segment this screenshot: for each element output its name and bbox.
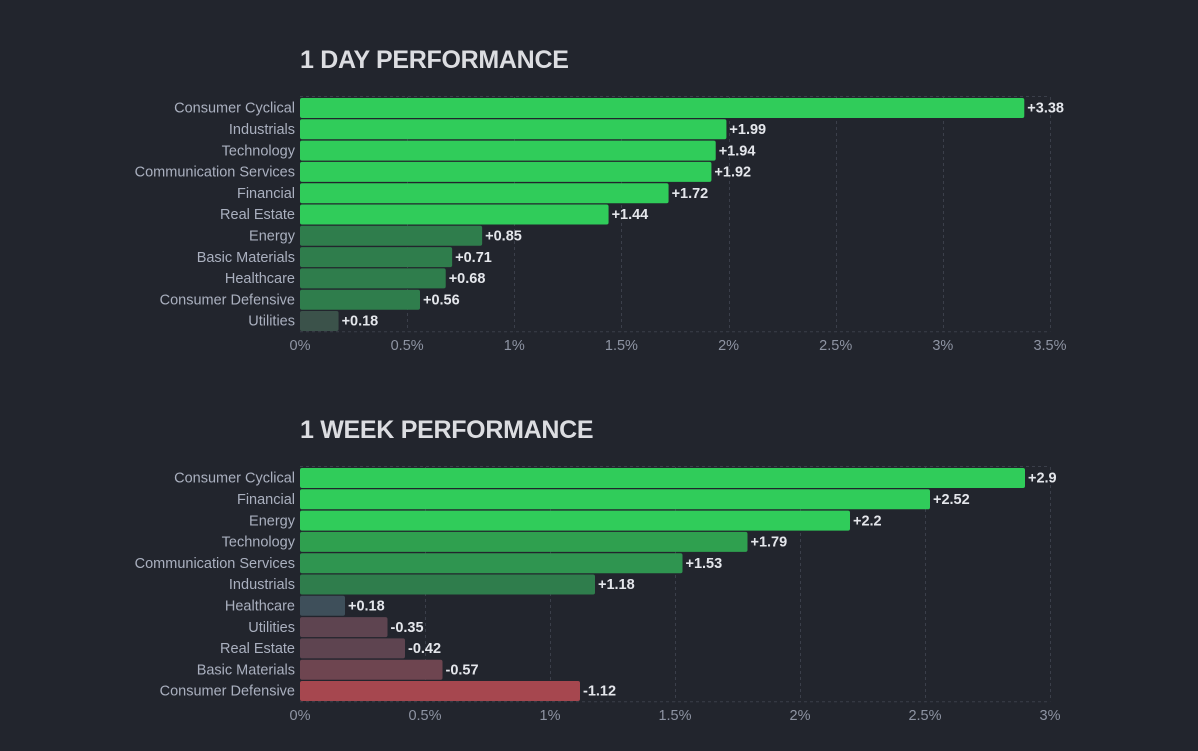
bar[interactable] — [300, 98, 1025, 118]
category-label: Basic Materials — [197, 662, 295, 678]
category-label: Communication Services — [135, 556, 295, 572]
value-label: +1.92 — [714, 165, 751, 181]
value-label: +1.99 — [729, 122, 766, 138]
bar[interactable] — [300, 531, 748, 552]
tick-label: 0.5% — [391, 338, 424, 354]
bar[interactable] — [300, 204, 609, 225]
tick-label: 2% — [790, 708, 811, 724]
category-label: Healthcare — [225, 598, 295, 614]
bar[interactable] — [300, 659, 443, 680]
category-label: Consumer Defensive — [160, 292, 295, 308]
value-label: +2.2 — [853, 513, 882, 529]
value-label: +0.85 — [485, 228, 522, 244]
tick-label: 2.5% — [819, 338, 852, 354]
value-label: +1.79 — [751, 535, 788, 551]
bar[interactable] — [300, 681, 580, 701]
bar[interactable] — [300, 510, 850, 531]
day-performance-chart: 1 DAY PERFORMANCE Consumer Cyclical +3.38… — [0, 0, 1198, 370]
category-label: Industrials — [229, 122, 295, 138]
category-label: Technology — [222, 535, 296, 551]
bar[interactable] — [300, 247, 453, 268]
tick-label: 0% — [290, 338, 311, 354]
bar[interactable] — [300, 225, 483, 246]
category-label: Utilities — [248, 314, 295, 330]
grid — [300, 466, 1051, 703]
chart-title: 1 WEEK PERFORMANCE — [300, 416, 594, 444]
tick-label: 0% — [290, 708, 311, 724]
tick-label: 3% — [932, 338, 953, 354]
bar[interactable] — [300, 553, 683, 574]
category-label: Financial — [237, 492, 295, 508]
bar[interactable] — [300, 183, 669, 204]
day-performance-plot: Consumer Cyclical +3.38 Industrials +1.99 Te… — [135, 96, 1067, 354]
value-label: -0.42 — [408, 641, 441, 657]
bar[interactable] — [300, 311, 339, 331]
bar[interactable] — [300, 468, 1025, 488]
value-label: +1.94 — [719, 143, 756, 159]
bar[interactable] — [300, 574, 595, 595]
value-label: +2.9 — [1028, 471, 1057, 487]
tick-label: 1.5% — [605, 338, 638, 354]
week-performance-plot: Consumer Cyclical +2.9 Financial +2.52 Energ… — [135, 466, 1061, 724]
category-label: Consumer Cyclical — [174, 471, 295, 487]
category-label: Utilities — [248, 620, 295, 636]
category-label: Energy — [249, 228, 296, 244]
value-label: -0.57 — [446, 662, 479, 678]
value-label: -1.12 — [583, 684, 616, 700]
category-label: Energy — [249, 513, 296, 529]
value-label: +3.38 — [1027, 101, 1064, 117]
tick-label: 0.5% — [408, 708, 441, 724]
value-label: +1.72 — [672, 186, 709, 202]
bar[interactable] — [300, 161, 712, 182]
bar[interactable] — [300, 489, 930, 510]
chart-title: 1 DAY PERFORMANCE — [300, 46, 569, 74]
value-label: +2.52 — [933, 492, 970, 508]
value-label: +1.44 — [612, 207, 649, 223]
category-label: Consumer Cyclical — [174, 101, 295, 117]
value-label: +0.18 — [342, 314, 379, 330]
category-label: Real Estate — [220, 207, 295, 223]
value-label: +0.71 — [455, 250, 492, 266]
category-label: Basic Materials — [197, 250, 295, 266]
value-label: +1.53 — [686, 556, 723, 572]
tick-label: 3.5% — [1033, 338, 1066, 354]
bar[interactable] — [300, 268, 446, 289]
tick-label: 2.5% — [908, 708, 941, 724]
value-label: -0.35 — [391, 620, 424, 636]
tick-label: 1.5% — [658, 708, 691, 724]
bar[interactable] — [300, 119, 727, 140]
category-label: Communication Services — [135, 165, 295, 181]
value-label: +1.18 — [598, 577, 635, 593]
category-label: Industrials — [229, 577, 295, 593]
tick-label: 1% — [540, 708, 561, 724]
bar[interactable] — [300, 140, 716, 161]
category-label: Real Estate — [220, 641, 295, 657]
bar[interactable] — [300, 617, 388, 638]
week-performance-chart: 1 WEEK PERFORMANCE Consumer Cyclical +2.9… — [0, 370, 1198, 751]
tick-label: 1% — [504, 338, 525, 354]
value-label: +0.68 — [449, 271, 486, 287]
category-label: Consumer Defensive — [160, 684, 295, 700]
tick-label: 3% — [1040, 708, 1061, 724]
grid — [300, 96, 1051, 333]
tick-label: 2% — [718, 338, 739, 354]
bar[interactable] — [300, 638, 405, 659]
value-label: +0.18 — [348, 598, 385, 614]
category-label: Financial — [237, 186, 295, 202]
bar[interactable] — [300, 595, 345, 616]
value-label: +0.56 — [423, 292, 460, 308]
category-label: Technology — [222, 143, 296, 159]
category-label: Healthcare — [225, 271, 295, 287]
bar[interactable] — [300, 289, 420, 310]
